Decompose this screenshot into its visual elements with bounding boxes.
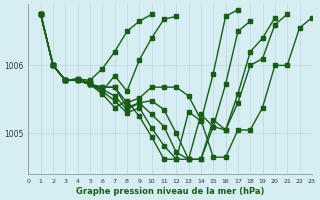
X-axis label: Graphe pression niveau de la mer (hPa): Graphe pression niveau de la mer (hPa) [76, 187, 264, 196]
